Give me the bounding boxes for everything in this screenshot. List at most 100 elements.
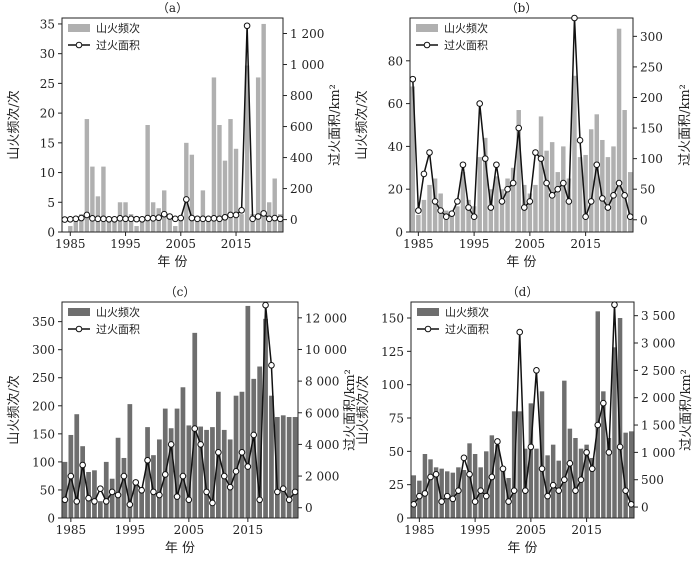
area-point (167, 441, 175, 448)
bar (103, 461, 109, 518)
bar (483, 137, 488, 232)
area-point (515, 124, 523, 132)
area-point (533, 367, 540, 374)
y-left-axis-label: 山火频次/次 (6, 90, 22, 159)
legend-bar-label: 山火频次 (96, 305, 140, 319)
bar (432, 178, 438, 232)
bar (612, 347, 617, 518)
bar (517, 411, 522, 518)
area-point (588, 465, 596, 473)
bar (539, 391, 545, 518)
y-right-axis-label: 过火面积/km² (343, 369, 358, 451)
area-point (587, 198, 595, 205)
area-point (61, 496, 69, 504)
area-point (133, 215, 140, 223)
area-point (481, 155, 489, 162)
bar (174, 408, 180, 518)
x-tick-label: 1995 (460, 523, 491, 537)
area-point (73, 498, 81, 505)
y-left-tick-label: 100 (381, 378, 404, 392)
area-point (616, 443, 624, 451)
y-right-axis-label: 过火面积/km² (328, 84, 343, 166)
x-tick-label: 2015 (233, 523, 264, 537)
bar (168, 428, 174, 518)
area-point (177, 214, 185, 222)
area-point (442, 213, 450, 221)
bar (428, 459, 433, 518)
area-point (420, 170, 428, 178)
y-left-tick-label: 15 (40, 136, 55, 150)
bar (101, 166, 106, 232)
area-point (615, 179, 623, 187)
y-right-tick-label: 2 000 (305, 470, 339, 484)
bar (95, 196, 101, 232)
bar (484, 451, 489, 518)
bar (204, 429, 209, 518)
area-point (221, 213, 229, 221)
bar (538, 116, 544, 232)
x-tick-label: 2015 (570, 237, 601, 251)
bar (251, 378, 257, 518)
area-point (149, 215, 157, 222)
bar (444, 210, 449, 232)
y-right-tick-label: 300 (640, 30, 663, 44)
bar (616, 28, 622, 233)
bar (278, 214, 283, 232)
area-point (482, 492, 490, 500)
area-point (437, 207, 444, 214)
panel-a: （a） 0 5 10 15 20 25 30 35 0 200 400 600 800 1 000 1 200… (6, 1, 343, 270)
area-point (471, 498, 479, 505)
bar (233, 148, 239, 232)
bar (505, 178, 510, 232)
area-point (161, 471, 169, 478)
bar (466, 199, 471, 232)
bar (222, 160, 228, 232)
bar (239, 214, 244, 232)
plot-frame (61, 17, 284, 233)
bar (184, 142, 189, 232)
area-point (527, 443, 535, 451)
y-left-tick-label: 150 (32, 427, 55, 441)
bar (156, 439, 162, 518)
area-point (626, 213, 634, 221)
area-point (571, 14, 578, 22)
area-point (156, 491, 163, 499)
area-point (537, 155, 545, 162)
area-point (265, 215, 273, 223)
y-right-tick-label: 3 000 (641, 337, 675, 351)
area-point (621, 192, 628, 199)
y-left-tick-label: 0 (396, 512, 404, 526)
bar (422, 454, 428, 518)
y-right-tick-label: 0 (290, 213, 298, 227)
bar (449, 214, 455, 232)
area-point (521, 487, 529, 494)
bar (261, 23, 266, 233)
bar (106, 220, 112, 232)
area-point (254, 213, 262, 220)
y-left-tick-label: 35 (40, 17, 55, 31)
x-tick-label: 1995 (110, 237, 141, 251)
area-point (215, 449, 222, 456)
bar (255, 77, 261, 232)
area-point (448, 210, 456, 217)
plot-frame (410, 301, 635, 519)
y-right-tick-label: 1 200 (290, 27, 324, 41)
plot-frame (61, 301, 299, 519)
area-point (79, 461, 86, 469)
area-point (194, 215, 201, 223)
bar (577, 157, 583, 232)
y-left-tick-label: 300 (32, 343, 55, 357)
bar (257, 366, 263, 518)
area-point (120, 472, 128, 480)
area-point (122, 215, 129, 223)
x-tick-label: 1985 (404, 523, 435, 537)
bar (292, 417, 298, 518)
area-point (220, 472, 228, 480)
x-tick-label: 2015 (571, 523, 602, 537)
bar (200, 190, 206, 232)
area-point (160, 210, 168, 218)
y-right-tick-label: 2 000 (641, 391, 675, 405)
area-point (166, 213, 174, 220)
bar (566, 178, 572, 232)
bar (139, 220, 145, 232)
